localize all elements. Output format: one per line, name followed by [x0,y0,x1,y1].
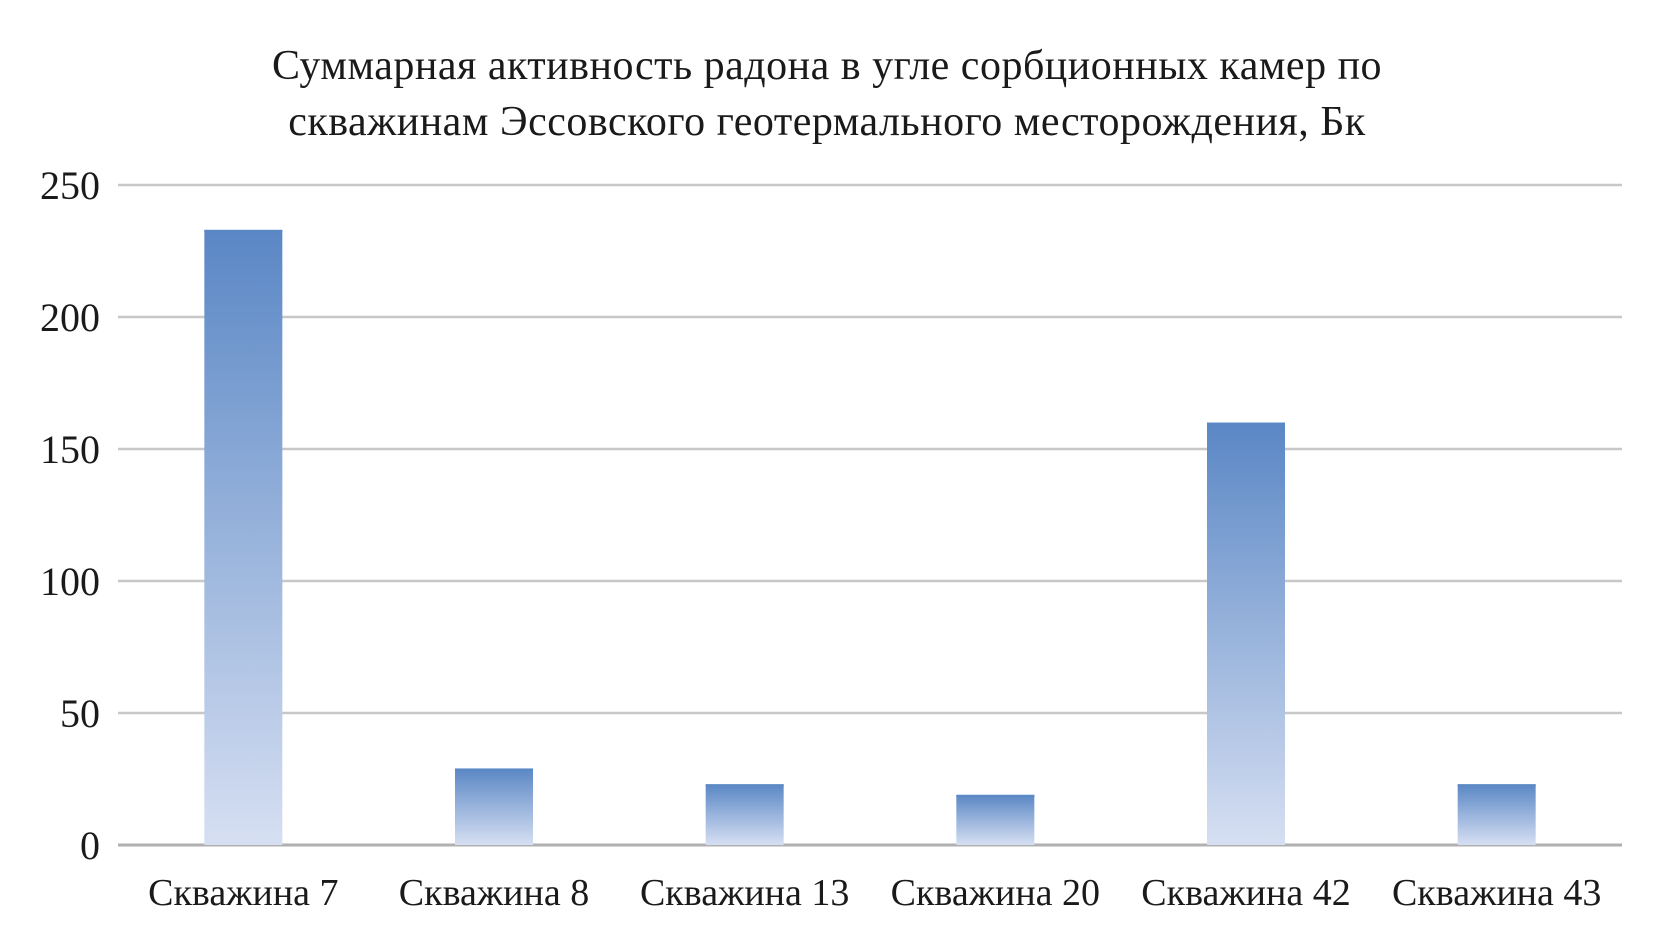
gridlines [118,183,1622,715]
x-category-label: Скважина 8 [399,872,589,914]
bar [204,229,283,845]
x-category-label: Скважина 43 [1392,872,1601,914]
bar [1457,784,1536,845]
labels: 0 50 100 150 200 250 Скважина 7 Скважина 8 Скваж… [40,163,1601,914]
chart-title-line-2: скважинам Эссовского геотермального мест… [288,99,1366,145]
x-category-label: Скважина 7 [148,872,338,914]
y-tick-label: 150 [40,427,100,472]
y-tick-label: 50 [60,691,100,736]
y-tick-label: 200 [40,295,100,340]
chart-title: Суммарная активность радона в угле сорбц… [0,38,1654,150]
bar [705,784,784,845]
y-tick-label: 0 [80,823,100,868]
bar [455,768,533,845]
y-tick-label: 100 [40,559,100,604]
bar [956,794,1035,845]
bars [204,229,1536,845]
bar [1207,422,1285,845]
x-category-label: Скважина 42 [1141,872,1350,914]
x-category-label: Скважина 13 [640,872,849,914]
x-category-label: Скважина 20 [891,872,1100,914]
chart-title-line-1: Суммарная активность радона в угле сорбц… [271,43,1383,89]
y-tick-label: 250 [40,163,100,208]
